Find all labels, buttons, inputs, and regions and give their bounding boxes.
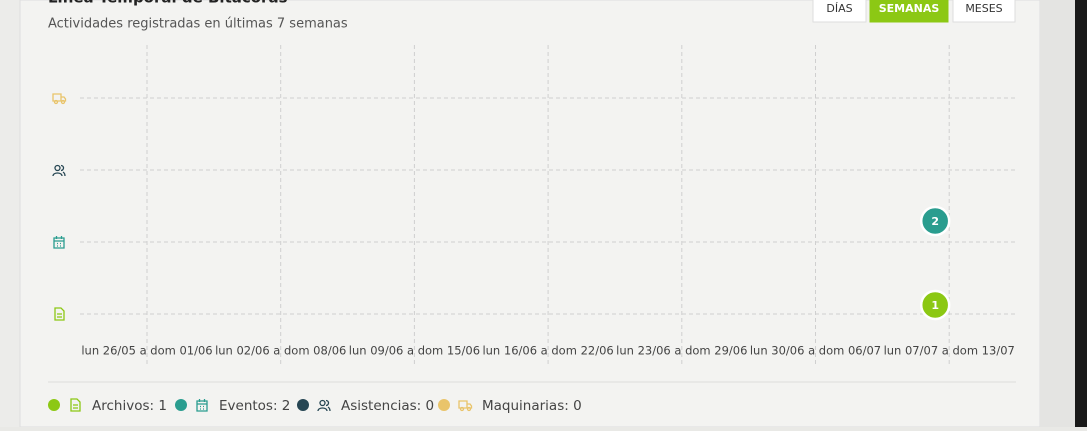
icon-stroke — [70, 398, 81, 412]
icon-stroke — [54, 164, 61, 172]
tab-button[interactable] — [812, 0, 867, 23]
x-tick-label: lun 07/07 a dom 13/07 — [884, 344, 1015, 358]
icon-stroke — [54, 236, 64, 247]
icon-stroke — [196, 400, 208, 412]
tab-label[interactable]: SEMANAS — [879, 2, 940, 15]
x-tick-label: lun 09/06 a dom 15/06 — [349, 344, 480, 358]
subtitle: Actividades registradas en últimas 7 sem… — [48, 17, 348, 32]
panel — [19, 0, 1041, 428]
event-bubble — [919, 205, 951, 237]
legend-label: Asistencias: 0 — [341, 398, 434, 414]
tab-button[interactable] — [869, 0, 949, 23]
legend-label: Eventos: 2 — [219, 398, 290, 414]
tab-label[interactable]: DÍAS — [826, 2, 852, 15]
icon-stroke — [325, 399, 331, 412]
legend-dot — [438, 399, 450, 411]
row-icon — [52, 164, 66, 177]
icon-stroke — [197, 399, 207, 410]
row-icon — [53, 236, 65, 249]
legend-icon — [458, 400, 473, 412]
row-icon — [52, 93, 67, 105]
row-icon — [54, 307, 65, 321]
icon-stroke — [53, 99, 59, 105]
legend-dot — [297, 399, 309, 411]
event-bubble — [919, 289, 951, 321]
icon-stroke — [57, 313, 62, 318]
legend-label: Archivos: 1 — [92, 398, 167, 414]
icon-stroke — [60, 164, 66, 177]
x-tick-label: lun 23/06 a dom 29/06 — [616, 344, 747, 358]
bubble-label: 2 — [931, 215, 939, 228]
legend-icon — [70, 398, 81, 412]
left-strip — [0, 0, 20, 427]
legend-icon — [196, 399, 208, 412]
x-tick-label: lun 30/06 a dom 06/07 — [750, 344, 881, 358]
icon-stroke — [319, 399, 326, 407]
icon-stroke — [459, 406, 465, 412]
icon-stroke — [73, 404, 78, 409]
legend-label: Maquinarias: 0 — [482, 398, 582, 414]
title: Línea Temporal de Bitácoras — [48, 0, 288, 7]
x-tick-label: lun 26/05 a dom 01/06 — [81, 344, 212, 358]
icon-stroke — [54, 307, 65, 321]
x-tick-label: lun 16/06 a dom 22/06 — [482, 344, 613, 358]
icon-stroke — [466, 406, 472, 412]
icon-stroke — [317, 407, 328, 412]
right-strip — [1041, 0, 1075, 427]
x-tick-label: lun 02/06 a dom 08/06 — [215, 344, 346, 358]
tab-label[interactable]: MESES — [965, 2, 1002, 15]
legend-icon — [317, 399, 331, 412]
icon-stroke — [53, 237, 65, 249]
legend-dot — [175, 399, 187, 411]
scrollbar — [1075, 0, 1087, 427]
icon-stroke — [60, 99, 66, 105]
legend-dot — [48, 399, 60, 411]
icon-stroke — [52, 172, 63, 177]
bubble-label: 1 — [931, 299, 939, 312]
tab-button[interactable] — [952, 0, 1016, 23]
